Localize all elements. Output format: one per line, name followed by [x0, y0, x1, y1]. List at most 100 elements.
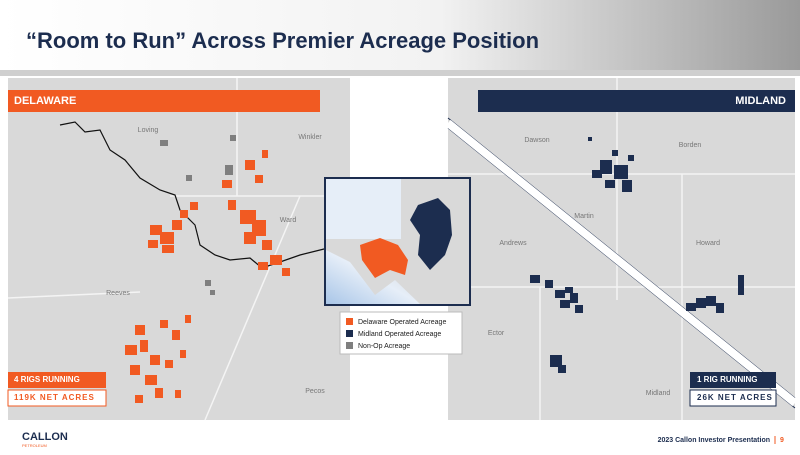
logo: CALLON — [22, 431, 68, 443]
county-label: Winkler — [298, 134, 322, 141]
delaware-acreage — [245, 160, 255, 170]
delaware-acreage — [262, 240, 272, 250]
midland-acreage — [575, 305, 583, 313]
inset-nm — [326, 179, 401, 239]
midland-banner — [478, 90, 795, 112]
delaware-acreage — [155, 388, 163, 398]
delaware-acreage — [270, 255, 282, 265]
delaware-acreage — [180, 350, 186, 358]
county-label: Pecos — [305, 388, 325, 395]
midland-acreage — [622, 180, 632, 192]
acres-label: 26K NET ACRES — [697, 393, 773, 402]
delaware-acreage — [160, 232, 174, 244]
midland-acreage — [560, 300, 570, 308]
slide-title: “Room to Run” Across Premier Acreage Pos… — [26, 28, 539, 53]
delaware-acreage — [222, 180, 232, 188]
delaware-acreage — [282, 268, 290, 276]
midland-acreage — [558, 365, 566, 373]
midland-acreage — [716, 303, 724, 313]
acres-box — [7, 389, 107, 407]
footer — [0, 424, 800, 450]
county-label: Ward — [280, 217, 297, 224]
delaware-acreage — [125, 345, 137, 355]
rigs-banner — [690, 372, 776, 388]
non-op-acreage — [225, 165, 233, 175]
delaware-acreage — [185, 315, 191, 323]
midland-acreage — [696, 298, 706, 308]
legend-label: Delaware Operated Acreage — [358, 319, 446, 326]
legend-label: Non-Op Acreage — [358, 343, 410, 350]
county-label: Reeves — [106, 290, 130, 297]
non-op-acreage — [210, 290, 215, 295]
delaware-acreage — [180, 210, 188, 218]
non-op-acreage — [205, 280, 211, 286]
midland-acreage — [706, 296, 716, 306]
delaware-acreage — [258, 262, 268, 270]
legend-swatch — [346, 318, 353, 325]
midland-acreage — [545, 280, 553, 288]
county-label: Andrews — [499, 240, 527, 247]
delaware-acreage — [135, 325, 145, 335]
delaware-acreage — [244, 232, 256, 244]
delaware-acreage — [150, 355, 160, 365]
county-label: Ector — [488, 330, 505, 337]
inset-delaware — [360, 238, 408, 278]
delaware-acreage — [145, 375, 157, 385]
delaware-acreage — [190, 202, 198, 210]
delaware-acreage — [140, 340, 148, 352]
legend-box — [339, 311, 463, 355]
delaware-acreage — [160, 320, 168, 328]
midland-acreage — [550, 355, 562, 367]
delaware-acreage — [175, 390, 181, 398]
delaware-acreage — [172, 330, 180, 340]
delaware-acreage — [172, 220, 182, 230]
delaware-acreage — [165, 360, 173, 368]
rigs-label: 1 RIG RUNNING — [697, 375, 757, 384]
midland-acreage — [530, 275, 540, 283]
legend-label: Midland Operated Acreage — [358, 331, 441, 338]
delaware-banner — [8, 90, 320, 112]
legend-swatch — [346, 330, 353, 337]
header-band — [0, 0, 800, 72]
rigs-label: 4 RIGS RUNNING — [14, 375, 80, 384]
midland-label: MIDLAND — [735, 95, 786, 107]
page-number: 9 — [780, 437, 784, 444]
legend-swatch — [346, 342, 353, 349]
county-label: Borden — [679, 142, 702, 149]
midland-acreage — [592, 170, 602, 178]
delaware-acreage — [130, 365, 140, 375]
midland-acreage — [686, 303, 696, 311]
midland-acreage — [555, 290, 565, 298]
delaware-acreage — [135, 395, 143, 403]
midland-acreage — [628, 155, 634, 161]
delaware-acreage — [228, 200, 236, 210]
midland-acreage — [612, 150, 618, 156]
highway-fill — [445, 119, 798, 407]
midland-acreage — [570, 293, 578, 303]
non-op-acreage — [186, 175, 192, 181]
midland-acreage — [588, 137, 592, 141]
delaware-acreage — [255, 175, 263, 183]
inset-midland — [410, 198, 452, 270]
county-label: Dawson — [524, 137, 549, 144]
county-label: Martin — [574, 213, 594, 220]
midland-acreage — [614, 165, 628, 179]
rigs-banner — [8, 372, 106, 388]
delaware-acreage — [162, 245, 174, 253]
county-label: Loving — [138, 127, 159, 134]
inset-water — [326, 250, 420, 304]
header-rule — [0, 70, 800, 76]
delaware-map — [8, 78, 350, 420]
footer-text: 2023 Callon Investor Presentation — [658, 437, 770, 444]
midland-map — [448, 78, 795, 420]
acres-box — [689, 389, 777, 407]
logo-sub: PETROLEUM — [22, 443, 47, 448]
midland-acreage — [738, 275, 744, 295]
non-op-acreage — [230, 135, 236, 141]
midland-acreage — [605, 180, 615, 188]
midland-acreage — [600, 160, 612, 174]
delaware-acreage — [148, 240, 158, 248]
acres-label: 119K NET ACRES — [14, 393, 95, 402]
county-label: Midland — [646, 390, 671, 397]
